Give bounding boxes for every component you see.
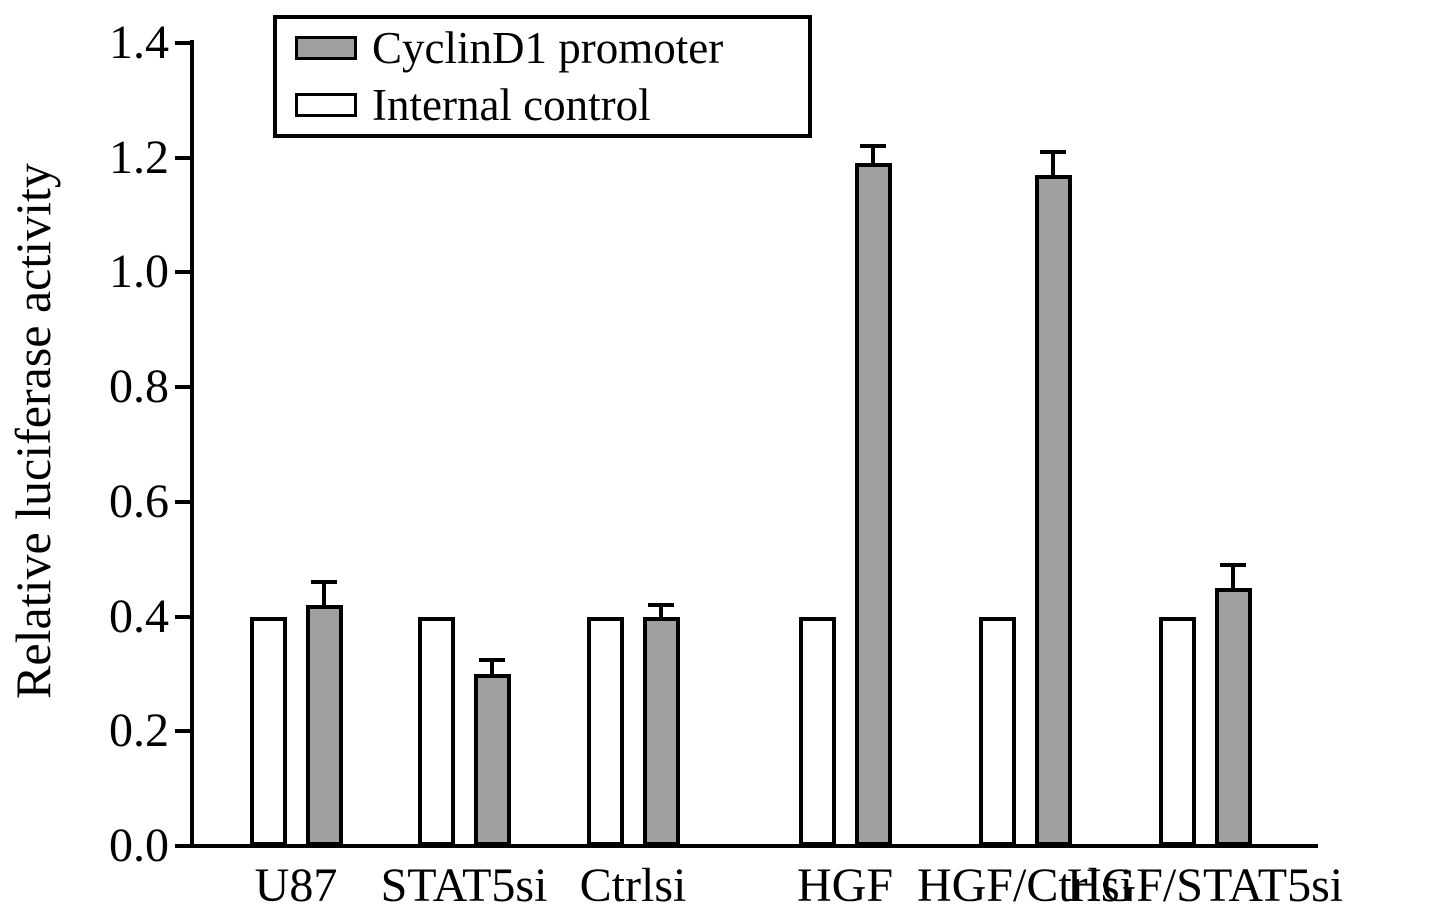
error-bar-stem — [1231, 564, 1235, 588]
legend-item-internal-control: Internal control — [295, 79, 808, 130]
x-category-label: HGF/Ctrlsi — [916, 859, 1134, 912]
y-tick-mark — [175, 614, 190, 619]
error-bar-stem — [1051, 151, 1055, 175]
y-tick-mark — [175, 270, 190, 275]
y-tick-mark — [175, 155, 190, 160]
bar-cyclind1-promoter-stat5si — [473, 673, 511, 846]
y-tick-label: 0.6 — [109, 474, 169, 528]
bar-internal-control-hgf — [798, 616, 836, 846]
bar-internal-control-ctrlsi — [586, 616, 624, 846]
bar-internal-control-hgf-stat5si — [1158, 616, 1196, 846]
y-tick-label: 1.2 — [109, 130, 169, 184]
legend-swatch-white — [295, 93, 357, 117]
y-tick-label: 0.2 — [109, 704, 169, 758]
y-axis-line — [190, 40, 194, 848]
y-tick-mark — [175, 844, 190, 848]
legend: CyclinD1 promoter Internal control — [273, 15, 812, 138]
x-category-label: U87 — [254, 859, 338, 912]
error-bar-cap — [479, 657, 505, 662]
bar-cyclind1-promoter-u87 — [305, 605, 343, 846]
y-tick-label: 0.4 — [109, 589, 169, 643]
error-bar-stem — [871, 146, 875, 164]
y-tick-mark — [175, 385, 190, 390]
y-tick-label: 1.4 — [109, 16, 169, 69]
bar-cyclind1-promoter-hgf-stat5si — [1214, 587, 1252, 846]
error-bar-cap — [1040, 149, 1066, 154]
error-bar-stem — [322, 582, 326, 606]
bar-cyclind1-promoter-ctrlsi — [642, 616, 680, 846]
error-bar-stem — [659, 605, 663, 617]
x-category-label: HGF/STAT5si — [1066, 859, 1344, 912]
x-category-label: STAT5si — [380, 859, 548, 912]
error-bar-cap — [648, 603, 674, 608]
legend-swatch-gray — [295, 36, 357, 60]
bar-internal-control-stat5si — [417, 616, 455, 846]
error-bar-cap — [311, 580, 337, 585]
y-tick-mark — [175, 41, 190, 45]
y-tick-mark — [175, 729, 190, 734]
error-bar-cap — [860, 144, 886, 149]
bar-internal-control-u87 — [249, 616, 287, 846]
bar-internal-control-hgf-ctrlsi — [978, 616, 1016, 846]
legend-label-cyclind1-promoter: CyclinD1 promoter — [372, 22, 724, 73]
legend-item-cyclind1-promoter: CyclinD1 promoter — [295, 22, 808, 73]
bar-cyclind1-promoter-hgf-ctrlsi — [1034, 174, 1072, 846]
bar-cyclind1-promoter-hgf — [854, 163, 892, 846]
x-category-label: Ctrlsi — [579, 859, 687, 912]
y-tick-mark — [175, 499, 190, 504]
legend-label-internal-control: Internal control — [372, 79, 651, 130]
x-axis-line — [190, 844, 1318, 848]
y-axis-title: Relative luciferase activity — [5, 163, 61, 699]
y-tick-label: 1.0 — [109, 245, 169, 299]
y-tick-label: 0.8 — [109, 360, 169, 414]
error-bar-stem — [490, 659, 494, 674]
y-tick-label: 0.0 — [109, 819, 169, 872]
error-bar-cap — [1220, 562, 1246, 567]
x-category-label: HGF — [796, 859, 894, 912]
